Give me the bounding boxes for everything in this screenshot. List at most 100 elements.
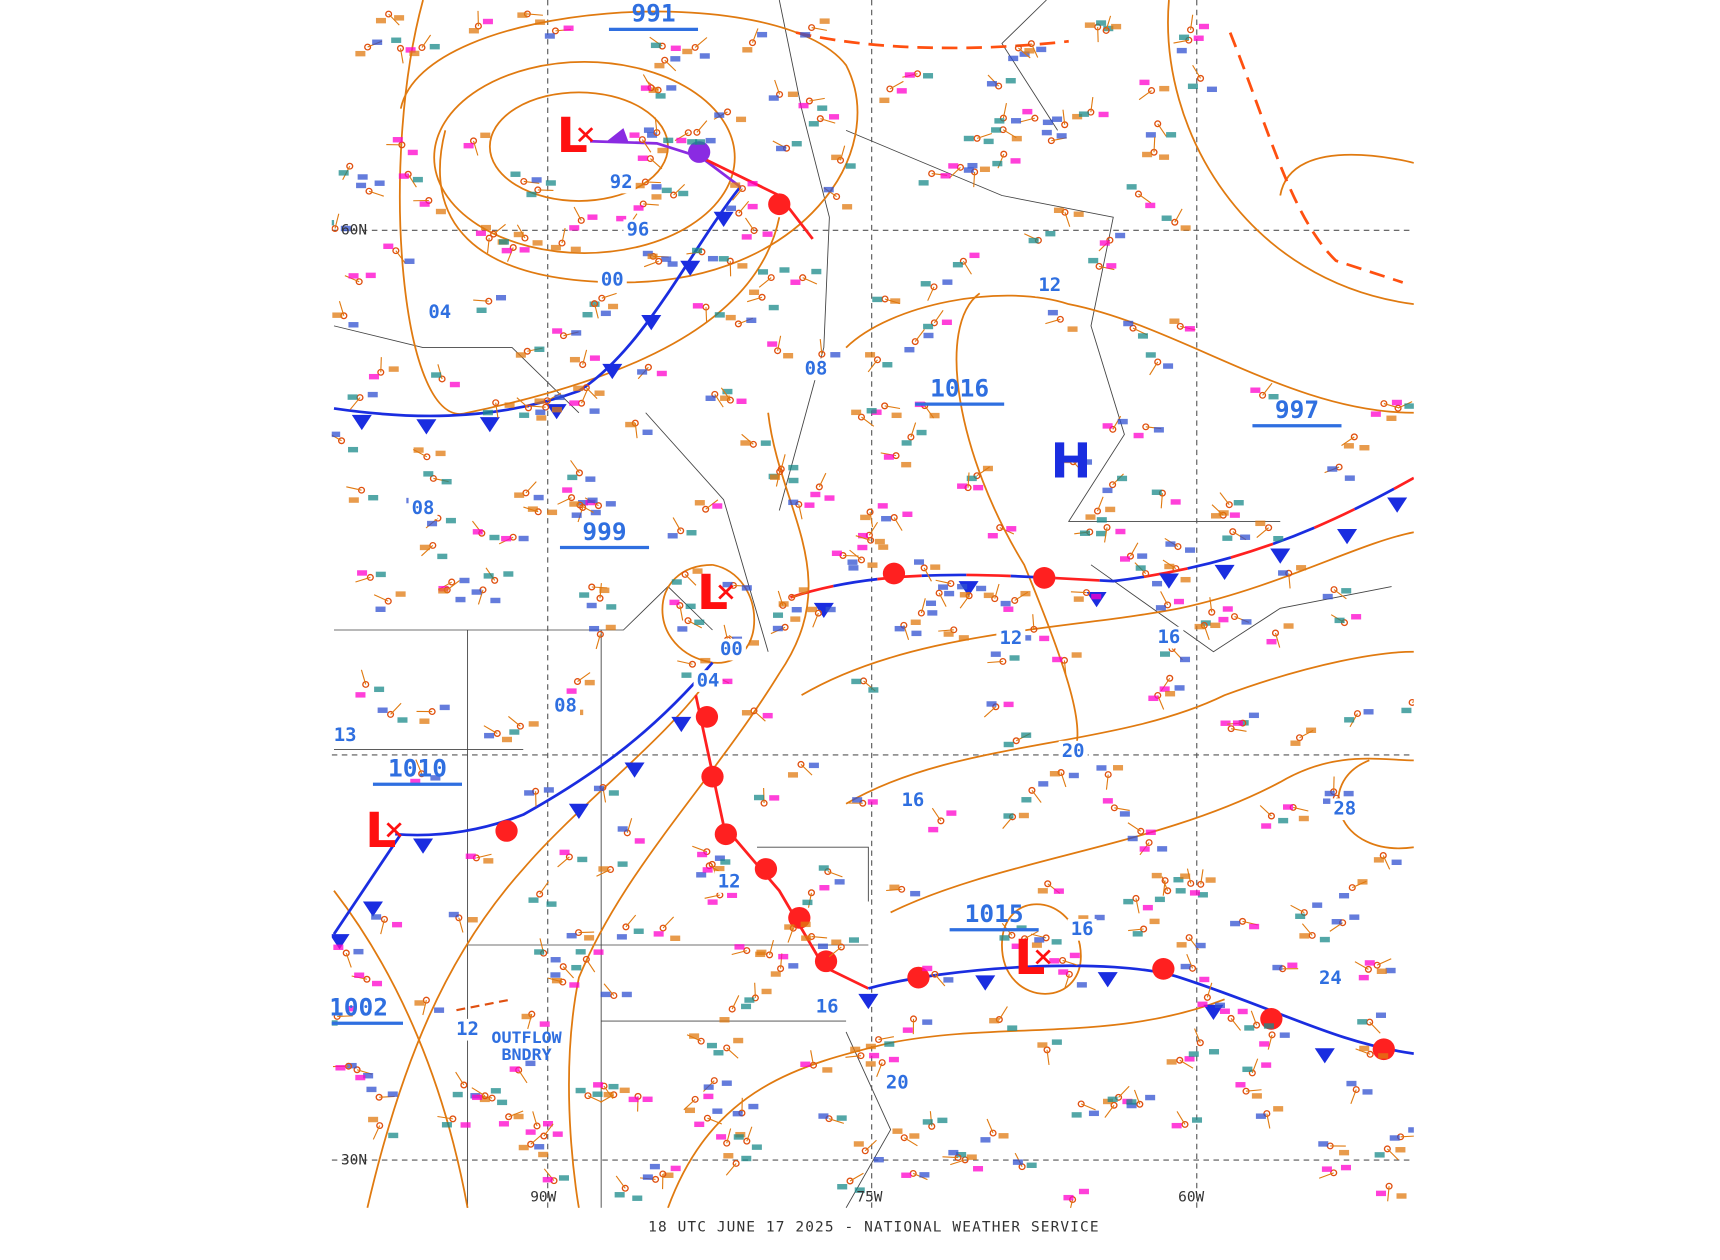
station: [533, 1122, 541, 1130]
wind-barb: [390, 702, 402, 715]
station: [540, 1132, 548, 1140]
cold-front-symbol: [641, 315, 662, 331]
label-bg: [408, 497, 438, 520]
station-value: [867, 799, 878, 805]
station: [728, 1005, 736, 1013]
isobar-label: 24: [1319, 968, 1342, 989]
station-value: [569, 501, 580, 507]
station: [734, 320, 742, 328]
station: [418, 770, 426, 778]
warm-front-symbol: [701, 765, 724, 788]
wind-barb: [472, 140, 479, 156]
station: [857, 556, 866, 564]
station-value: [363, 1072, 374, 1079]
station: [867, 536, 875, 544]
wind-barb: [884, 405, 901, 410]
wind-barb: [1133, 1089, 1141, 1105]
station-value: [539, 1021, 550, 1027]
station: [973, 134, 981, 142]
station: [814, 609, 822, 617]
station-value: [1148, 695, 1159, 702]
station-value: [1037, 888, 1048, 894]
station-value: [959, 592, 970, 598]
station-value: [1003, 741, 1014, 748]
station-value: [397, 717, 408, 723]
station: [743, 947, 751, 955]
station-value: [1283, 804, 1294, 810]
station-value: [1306, 727, 1317, 733]
station: [1366, 1050, 1374, 1058]
station-value: [589, 625, 600, 632]
station-value: [1235, 1082, 1246, 1088]
wind-barb: [1230, 1018, 1242, 1031]
wind-barb: [1138, 90, 1152, 101]
warm-front-symbol: [1033, 567, 1056, 589]
station-value: [1195, 942, 1206, 949]
station-value: [1078, 111, 1089, 117]
station-value: [1176, 47, 1187, 54]
station: [1185, 934, 1193, 942]
isobar-label: 16: [901, 790, 924, 811]
station-value: [768, 304, 779, 311]
station-value: [663, 137, 674, 144]
station-value: [889, 884, 900, 891]
station-value: [590, 509, 601, 516]
label-bg: [425, 301, 455, 324]
wind-barb: [914, 329, 925, 342]
station-value: [831, 550, 842, 557]
station-value: [544, 33, 555, 39]
station-value: [1117, 418, 1128, 425]
station-value: [1078, 1188, 1089, 1195]
station-value: [865, 1043, 876, 1050]
wind-barb: [495, 402, 499, 418]
station-value: [554, 394, 565, 401]
wind-barb: [1045, 318, 1061, 325]
station-value: [808, 121, 819, 127]
station: [1259, 391, 1267, 399]
wind-barb: [1127, 822, 1142, 832]
station-value: [772, 625, 783, 632]
station-value: [1053, 207, 1064, 214]
station: [691, 1095, 699, 1103]
wind-barb: [477, 589, 484, 605]
station: [1028, 786, 1036, 794]
pressure-label: 1002: [329, 994, 388, 1022]
wind-barb: [983, 706, 997, 718]
station: [1137, 827, 1145, 835]
wind-barb: [1190, 14, 1194, 30]
station: [688, 660, 696, 668]
station-value: [1081, 459, 1093, 465]
station-value: [1145, 202, 1156, 209]
station: [935, 589, 943, 597]
station-value: [1045, 230, 1056, 237]
wind-barb: [373, 594, 389, 602]
station-value: [434, 1007, 445, 1013]
station-value: [1088, 257, 1099, 264]
station: [900, 1134, 908, 1142]
wind-barb: [1250, 1010, 1258, 1026]
station-value: [640, 85, 651, 91]
wind-barb: [948, 166, 961, 179]
wind-barb: [380, 357, 382, 373]
wind-barb: [476, 853, 492, 859]
pressure-label: 999: [582, 518, 626, 546]
cold-front-symbol: [602, 363, 623, 380]
center-mark: [1035, 949, 1051, 965]
station-value: [994, 118, 1005, 124]
station: [703, 1114, 712, 1122]
station-value: [866, 408, 877, 414]
cold-front-symbol: [813, 602, 834, 619]
wind-barb: [1070, 591, 1087, 594]
station-value: [1242, 1066, 1253, 1073]
station-value: [562, 487, 573, 493]
wind-barb: [923, 567, 932, 582]
wind-barb: [532, 1111, 538, 1127]
station-value: [633, 205, 644, 211]
wind-barb: [345, 952, 352, 968]
station-value: [563, 25, 574, 31]
station-value: [1155, 605, 1166, 611]
station-value: [1290, 740, 1301, 746]
station-value: [586, 602, 597, 609]
wind-barb: [662, 916, 675, 929]
station-value: [723, 1153, 734, 1159]
